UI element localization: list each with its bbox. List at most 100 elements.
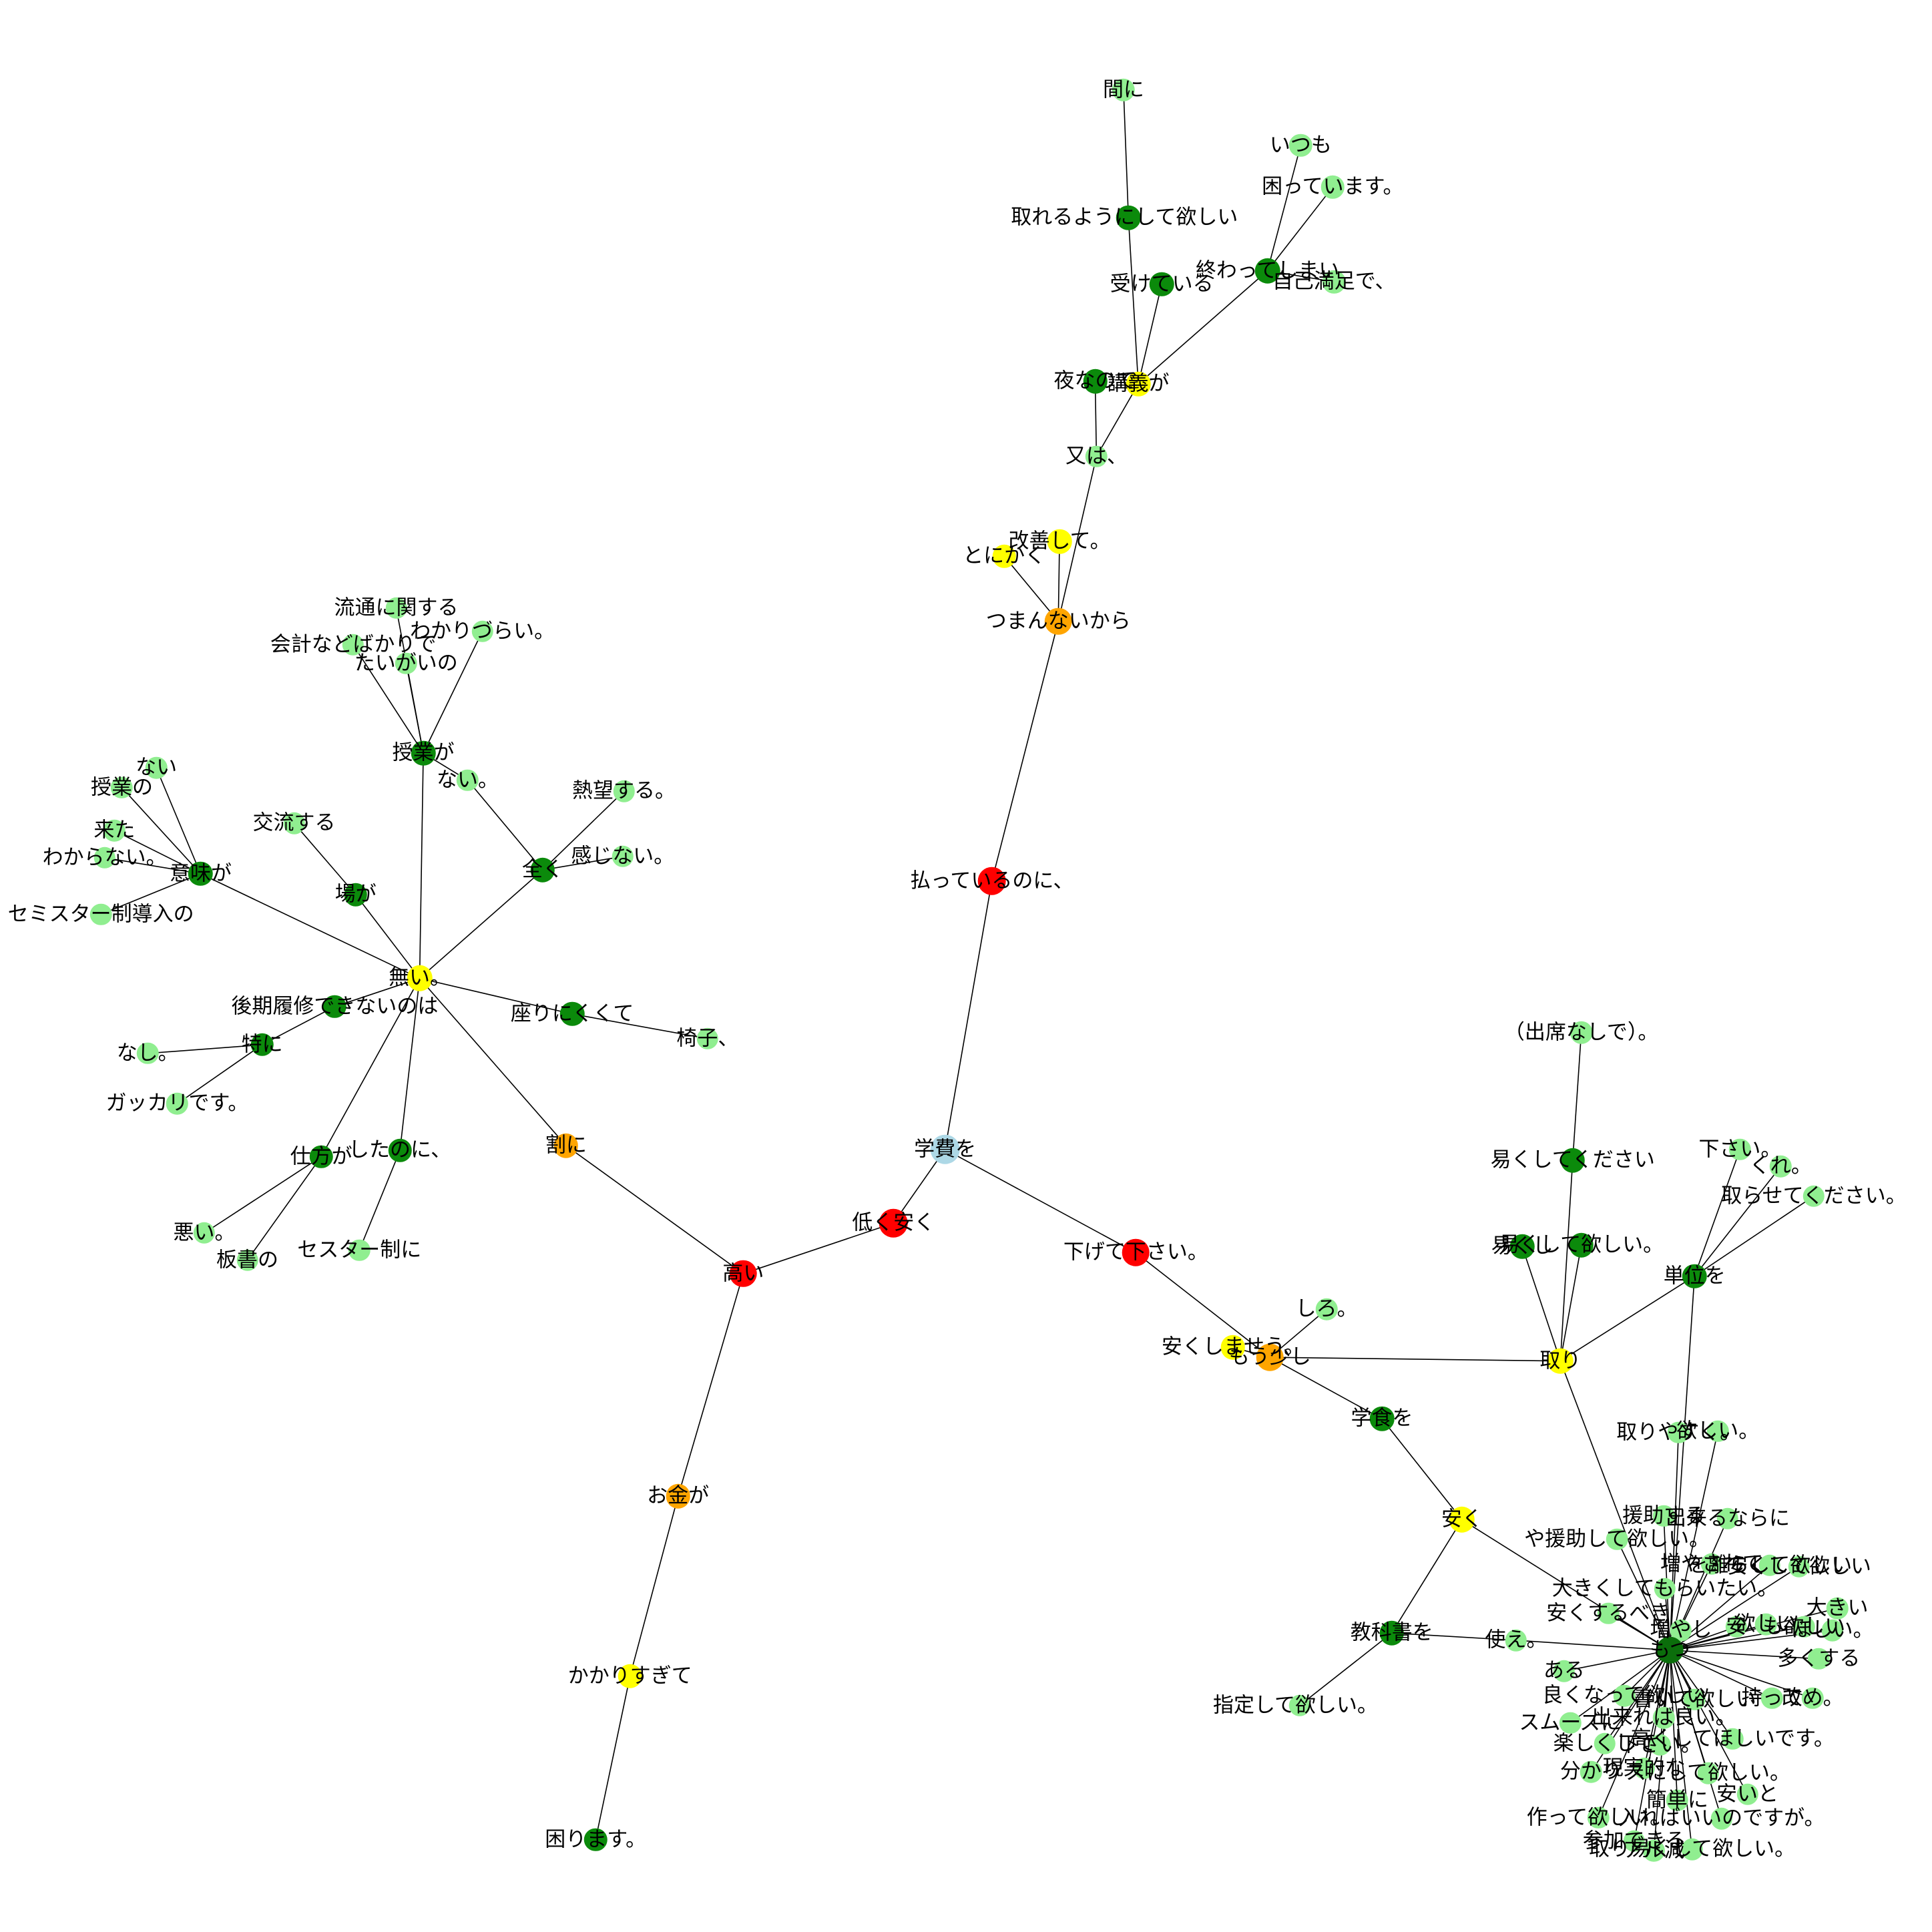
graph-node[interactable] xyxy=(1112,78,1136,101)
graph-node[interactable] xyxy=(1569,1021,1593,1044)
graph-node[interactable] xyxy=(612,845,634,868)
graph-node[interactable] xyxy=(1808,1648,1830,1670)
graph-node[interactable] xyxy=(348,1239,371,1262)
graph-node[interactable] xyxy=(344,883,367,907)
graph-node[interactable] xyxy=(385,597,407,619)
graph-node[interactable] xyxy=(1623,1830,1646,1852)
graph-node[interactable] xyxy=(236,1249,258,1271)
graph-node[interactable] xyxy=(1559,1712,1582,1734)
graph-node[interactable] xyxy=(1666,1789,1688,1811)
graph-node[interactable] xyxy=(1505,1629,1527,1652)
graph-node[interactable] xyxy=(1729,1138,1751,1160)
graph-node[interactable] xyxy=(1770,1156,1792,1178)
graph-node[interactable] xyxy=(1668,1421,1690,1443)
graph-node[interactable] xyxy=(1321,175,1345,199)
graph-node[interactable] xyxy=(1569,1233,1594,1258)
graph-node[interactable] xyxy=(1256,1343,1284,1371)
graph-node[interactable] xyxy=(1116,206,1141,230)
graph-node[interactable] xyxy=(1652,1505,1675,1527)
graph-node[interactable] xyxy=(388,1139,412,1162)
graph-node[interactable] xyxy=(1085,445,1108,468)
graph-node[interactable] xyxy=(1560,1148,1585,1173)
graph-node[interactable] xyxy=(879,1208,908,1238)
graph-node[interactable] xyxy=(977,867,1006,896)
graph-node[interactable] xyxy=(250,1033,274,1057)
graph-node[interactable] xyxy=(411,740,436,766)
graph-node[interactable] xyxy=(283,812,305,834)
graph-node[interactable] xyxy=(471,620,493,642)
graph-node[interactable] xyxy=(1588,1806,1610,1829)
graph-node[interactable] xyxy=(103,820,126,842)
graph-node[interactable] xyxy=(1509,1234,1535,1259)
graph-node[interactable] xyxy=(407,965,433,991)
graph-node[interactable] xyxy=(1254,258,1280,284)
graph-node[interactable] xyxy=(166,1093,188,1115)
graph-node[interactable] xyxy=(583,1828,608,1851)
graph-node[interactable] xyxy=(1788,1555,1810,1578)
graph-node[interactable] xyxy=(1681,1839,1703,1861)
graph-node[interactable] xyxy=(1047,529,1072,554)
graph-node[interactable] xyxy=(992,544,1016,568)
graph-node[interactable] xyxy=(1649,1734,1671,1756)
graph-node[interactable] xyxy=(1754,1613,1777,1636)
graph-node[interactable] xyxy=(111,776,133,798)
graph-node[interactable] xyxy=(1379,1620,1405,1646)
graph-node[interactable] xyxy=(930,1134,960,1164)
graph-node[interactable] xyxy=(1821,1620,1843,1642)
graph-node[interactable] xyxy=(1826,1597,1849,1620)
graph-node[interactable] xyxy=(1725,1616,1748,1638)
graph-node[interactable] xyxy=(666,1484,690,1509)
graph-node[interactable] xyxy=(530,857,555,883)
graph-node[interactable] xyxy=(696,1027,719,1049)
graph-node[interactable] xyxy=(1793,1616,1815,1638)
graph-node[interactable] xyxy=(1149,272,1174,297)
graph-node[interactable] xyxy=(1553,1660,1576,1682)
graph-node[interactable] xyxy=(1547,1348,1574,1374)
graph-node[interactable] xyxy=(93,847,115,869)
graph-node[interactable] xyxy=(1580,1761,1602,1783)
graph-node[interactable] xyxy=(1682,1264,1707,1288)
graph-node[interactable] xyxy=(553,1133,579,1158)
graph-node[interactable] xyxy=(1083,369,1108,394)
graph-node[interactable] xyxy=(1736,1783,1758,1805)
graph-node[interactable] xyxy=(1801,1687,1824,1709)
graph-node[interactable] xyxy=(1606,1528,1628,1551)
graph-node[interactable] xyxy=(1633,1757,1655,1780)
graph-node[interactable] xyxy=(1315,1298,1338,1320)
graph-node[interactable] xyxy=(1710,1808,1732,1830)
graph-node[interactable] xyxy=(1722,1728,1744,1750)
graph-node[interactable] xyxy=(188,861,213,886)
graph-node[interactable] xyxy=(1700,1553,1723,1576)
graph-node[interactable] xyxy=(1707,1420,1729,1442)
graph-node[interactable] xyxy=(613,780,635,802)
graph-node[interactable] xyxy=(1758,1554,1780,1576)
graph-node[interactable] xyxy=(1656,1636,1684,1664)
graph-node[interactable] xyxy=(457,769,479,791)
graph-node[interactable] xyxy=(1597,1602,1620,1624)
graph-node[interactable] xyxy=(559,1001,585,1027)
graph-node[interactable] xyxy=(730,1260,757,1288)
graph-node[interactable] xyxy=(1322,270,1346,294)
graph-node[interactable] xyxy=(1613,1684,1636,1707)
graph-node[interactable] xyxy=(323,995,346,1019)
graph-node[interactable] xyxy=(1716,1507,1739,1529)
graph-node[interactable] xyxy=(1044,608,1072,636)
graph-node[interactable] xyxy=(342,634,365,656)
graph-node[interactable] xyxy=(1697,1762,1719,1784)
graph-node[interactable] xyxy=(309,1145,333,1168)
graph-node[interactable] xyxy=(145,757,168,779)
graph-node[interactable] xyxy=(395,652,417,674)
graph-node[interactable] xyxy=(1761,1687,1783,1709)
graph-node[interactable] xyxy=(1369,1407,1395,1431)
graph-node[interactable] xyxy=(1449,1507,1475,1533)
graph-node[interactable] xyxy=(618,1664,643,1688)
graph-node[interactable] xyxy=(1652,1707,1675,1729)
graph-node[interactable] xyxy=(1594,1732,1616,1755)
graph-node[interactable] xyxy=(89,903,112,925)
graph-node[interactable] xyxy=(1122,1239,1150,1266)
graph-node[interactable] xyxy=(1684,1688,1706,1710)
graph-node[interactable] xyxy=(193,1222,216,1244)
graph-node[interactable] xyxy=(1654,1578,1676,1600)
graph-node[interactable] xyxy=(1643,1840,1665,1862)
graph-node[interactable] xyxy=(1289,134,1312,157)
